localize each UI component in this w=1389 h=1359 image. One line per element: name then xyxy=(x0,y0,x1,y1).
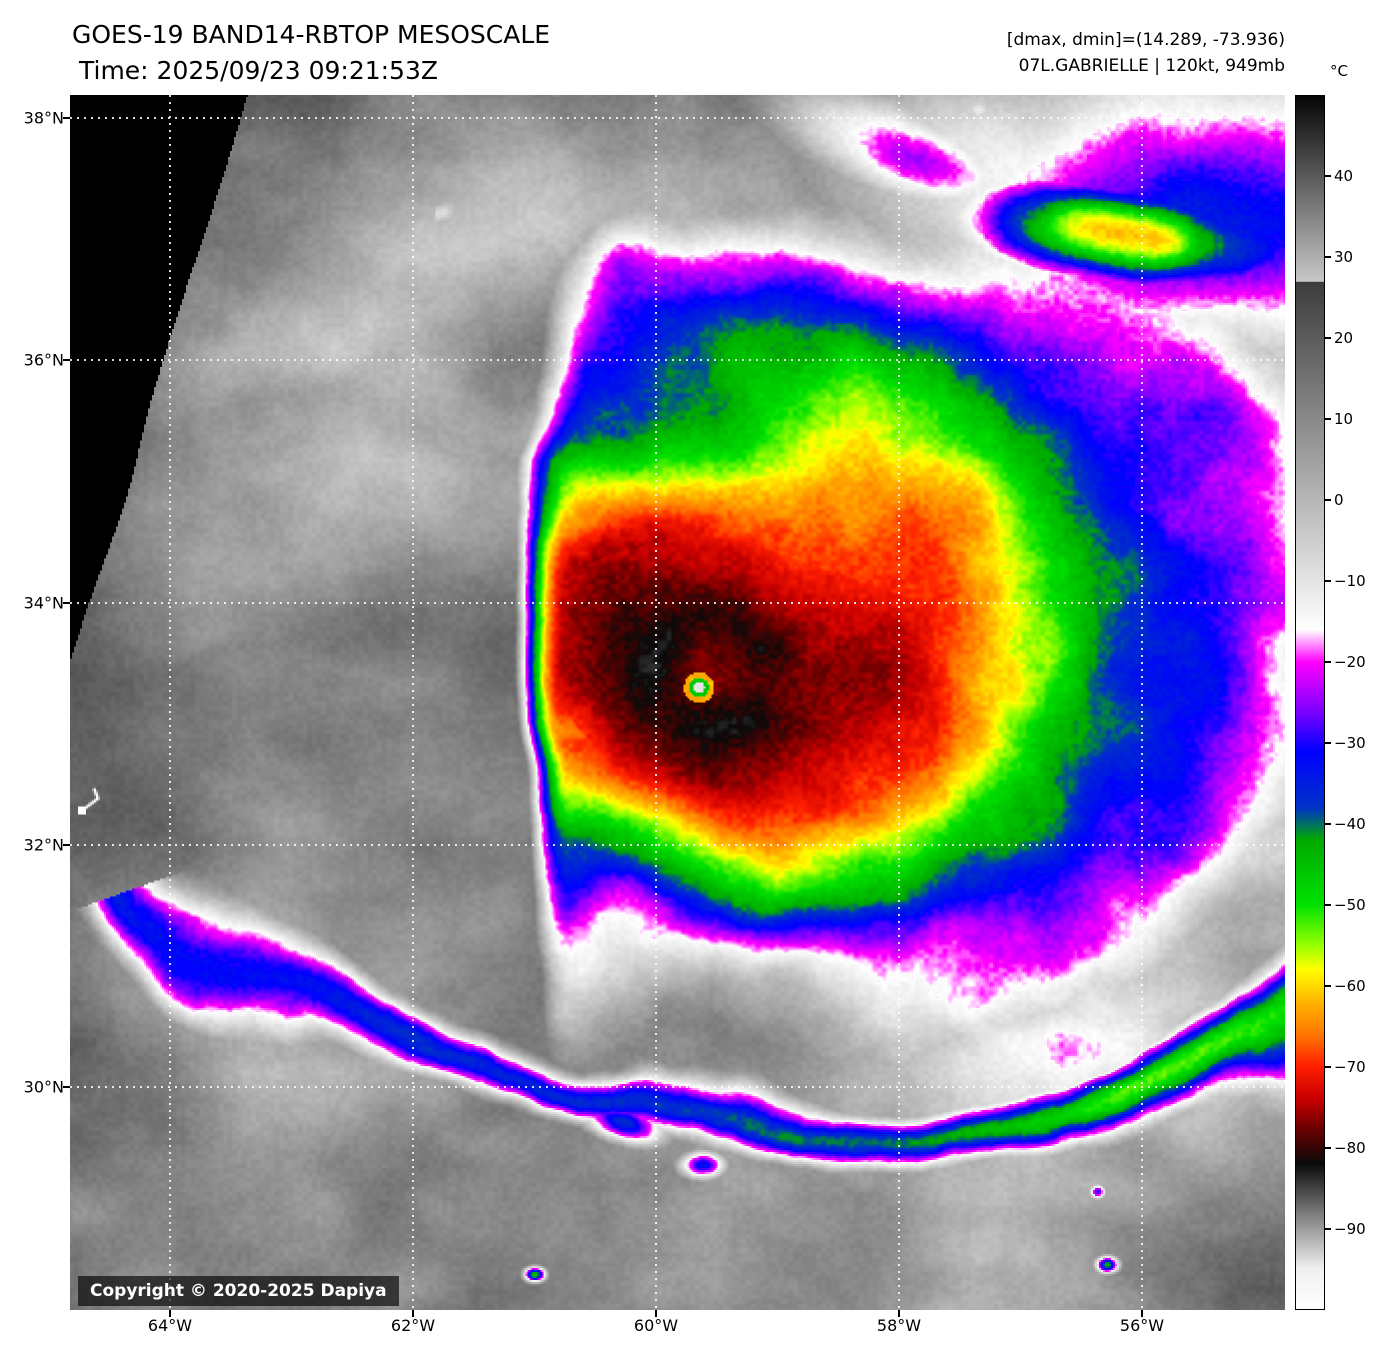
colorbar-tick-label: 30 xyxy=(1334,248,1354,266)
figure-timestamp: Time: 2025/09/23 09:21:53Z xyxy=(79,56,438,85)
gridline-lon xyxy=(897,95,900,1310)
gridline-lon xyxy=(411,95,414,1310)
storm-info: 07L.GABRIELLE | 120kt, 949mb xyxy=(1018,56,1285,76)
colorbar-tick-label: −80 xyxy=(1334,1139,1366,1157)
colorbar-tick xyxy=(1325,904,1331,906)
colorbar-tick-label: −50 xyxy=(1334,896,1366,914)
colorbar-tick xyxy=(1325,175,1331,177)
gridline-lon xyxy=(168,95,171,1310)
colorbar-tick-label: −10 xyxy=(1334,572,1366,590)
copyright-watermark: Copyright © 2020-2025 Dapiya xyxy=(78,1276,399,1306)
lat-tick xyxy=(63,358,70,361)
colorbar-tick xyxy=(1325,1147,1331,1149)
lat-label: 32°N xyxy=(23,835,64,855)
colorbar-unit-label: °C xyxy=(1330,62,1348,80)
lon-tick xyxy=(897,1310,900,1317)
satellite-image xyxy=(70,95,1285,1310)
lon-tick xyxy=(654,1310,657,1317)
colorbar-tick-label: −60 xyxy=(1334,977,1366,995)
colorbar-tick xyxy=(1325,742,1331,744)
colorbar-tick-label: −40 xyxy=(1334,815,1366,833)
gridline-lat xyxy=(70,601,1285,604)
colorbar-tick xyxy=(1325,337,1331,339)
colorbar-tick-label: 20 xyxy=(1334,329,1354,347)
gridline-lon xyxy=(654,95,657,1310)
colorbar-tick-label: −20 xyxy=(1334,653,1366,671)
figure-title: GOES-19 BAND14-RBTOP MESOSCALE xyxy=(72,20,551,49)
lat-tick xyxy=(63,116,70,119)
lon-label: 62°W xyxy=(390,1316,436,1335)
colorbar-tick-label: −90 xyxy=(1334,1220,1366,1238)
colorbar-tick-label: 40 xyxy=(1334,167,1354,185)
colorbar-tick xyxy=(1325,985,1331,987)
gridline-lat xyxy=(70,116,1285,119)
gridline-lon xyxy=(1140,95,1143,1310)
colorbar-tick-label: 10 xyxy=(1334,410,1354,428)
colorbar-tick xyxy=(1325,499,1331,501)
colorbar-tick-label: 0 xyxy=(1334,491,1344,509)
lat-label: 38°N xyxy=(23,108,64,128)
lon-tick xyxy=(1140,1310,1143,1317)
gridline-lat xyxy=(70,1085,1285,1088)
lon-label: 64°W xyxy=(147,1316,193,1335)
colorbar-tick xyxy=(1325,418,1331,420)
lat-label: 30°N xyxy=(23,1077,64,1097)
lat-label: 36°N xyxy=(23,350,64,370)
colorbar-tick-label: −70 xyxy=(1334,1058,1366,1076)
lat-tick xyxy=(63,1085,70,1088)
lon-label: 60°W xyxy=(633,1316,679,1335)
lon-label: 58°W xyxy=(876,1316,922,1335)
colorbar xyxy=(1295,95,1325,1310)
colorbar-tick xyxy=(1325,823,1331,825)
dmax-dmin-readout: [dmax, dmin]=(14.289, -73.936) xyxy=(1006,30,1285,50)
map-area: Copyright © 2020-2025 Dapiya xyxy=(70,95,1285,1310)
colorbar-tick xyxy=(1325,661,1331,663)
lon-tick xyxy=(411,1310,414,1317)
colorbar-tick xyxy=(1325,580,1331,582)
colorbar-tick xyxy=(1325,256,1331,258)
lon-tick xyxy=(168,1310,171,1317)
colorbar-tick xyxy=(1325,1228,1331,1230)
gridline-lat xyxy=(70,843,1285,846)
colorbar-tick xyxy=(1325,1066,1331,1068)
lat-label: 34°N xyxy=(23,593,64,612)
lat-tick xyxy=(63,843,70,846)
lat-tick xyxy=(63,601,70,604)
gridline-lat xyxy=(70,358,1285,361)
lon-label: 56°W xyxy=(1119,1316,1165,1335)
colorbar-tick-label: −30 xyxy=(1334,734,1366,752)
